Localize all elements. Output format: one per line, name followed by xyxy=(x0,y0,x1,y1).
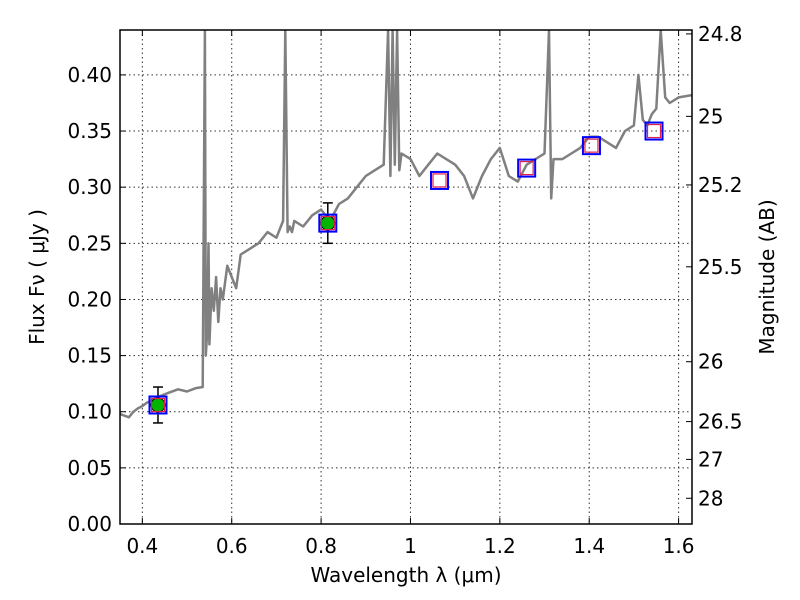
magnitude-tick-labels: 24.8 25 25.2 25.5 26 26.5 27 28 xyxy=(698,22,743,510)
y-tick-label: 0.35 xyxy=(67,119,112,143)
x-tick-labels: 0.4 0.6 0.8 1 1.2 1.4 1.6 xyxy=(126,534,694,558)
mag-tick-label: 25.5 xyxy=(698,255,743,279)
y-tick-label: 0.05 xyxy=(67,456,112,480)
model-point-inner xyxy=(320,216,335,231)
x-tick-label: 1.6 xyxy=(663,534,695,558)
model-point-box xyxy=(430,170,450,190)
model-photometry-points xyxy=(148,121,664,415)
x-axis-label: Wavelength λ (μm) xyxy=(310,563,501,587)
model-point-box xyxy=(148,395,168,415)
y-tick-label: 0.20 xyxy=(67,287,112,311)
axis-ticks xyxy=(120,30,692,525)
mag-tick-label: 27 xyxy=(698,447,723,471)
observed-point xyxy=(320,215,336,231)
x-tick-label: 0.8 xyxy=(305,534,337,558)
plot-frame xyxy=(119,29,693,525)
model-point-box xyxy=(517,158,537,178)
y-tick-label: 0.25 xyxy=(67,231,112,255)
y-tick-label: 0.30 xyxy=(67,175,112,199)
model-point-inner xyxy=(584,138,599,153)
x-tick-label: 0.6 xyxy=(216,534,248,558)
y-tick-label: 0.15 xyxy=(67,344,112,368)
model-point-inner xyxy=(646,123,662,139)
mag-tick-label: 24.8 xyxy=(698,22,743,46)
y-tick-label: 0.10 xyxy=(67,400,112,424)
x-tick-label: 1 xyxy=(404,534,417,558)
y-axis-label-left: Flux Fν ( μJy ) xyxy=(25,209,49,345)
model-point-inner xyxy=(519,160,534,176)
mag-tick-label: 28 xyxy=(698,486,723,510)
y-axis-label-right: Magnitude (AB) xyxy=(755,199,779,354)
model-point-box xyxy=(318,213,338,233)
model-point-box xyxy=(581,136,601,156)
mag-tick-label: 25.2 xyxy=(698,173,743,197)
y-tick-label: 0.40 xyxy=(67,63,112,87)
model-point-inner xyxy=(432,173,447,188)
model-point-inner xyxy=(150,397,166,413)
y-tick-labels: 0.00 0.05 0.10 0.15 0.20 0.25 0.30 0.35 0.40 xyxy=(67,63,112,536)
observed-point xyxy=(150,397,166,413)
mag-tick-label: 26 xyxy=(698,350,723,374)
y-tick-label: 0.00 xyxy=(67,512,112,536)
mag-tick-label: 26.5 xyxy=(698,410,743,434)
x-tick-label: 0.4 xyxy=(126,534,158,558)
x-tick-label: 1.4 xyxy=(573,534,605,558)
model-point-box xyxy=(644,121,664,141)
x-tick-label: 1.2 xyxy=(484,534,516,558)
mag-tick-label: 25 xyxy=(698,104,723,128)
